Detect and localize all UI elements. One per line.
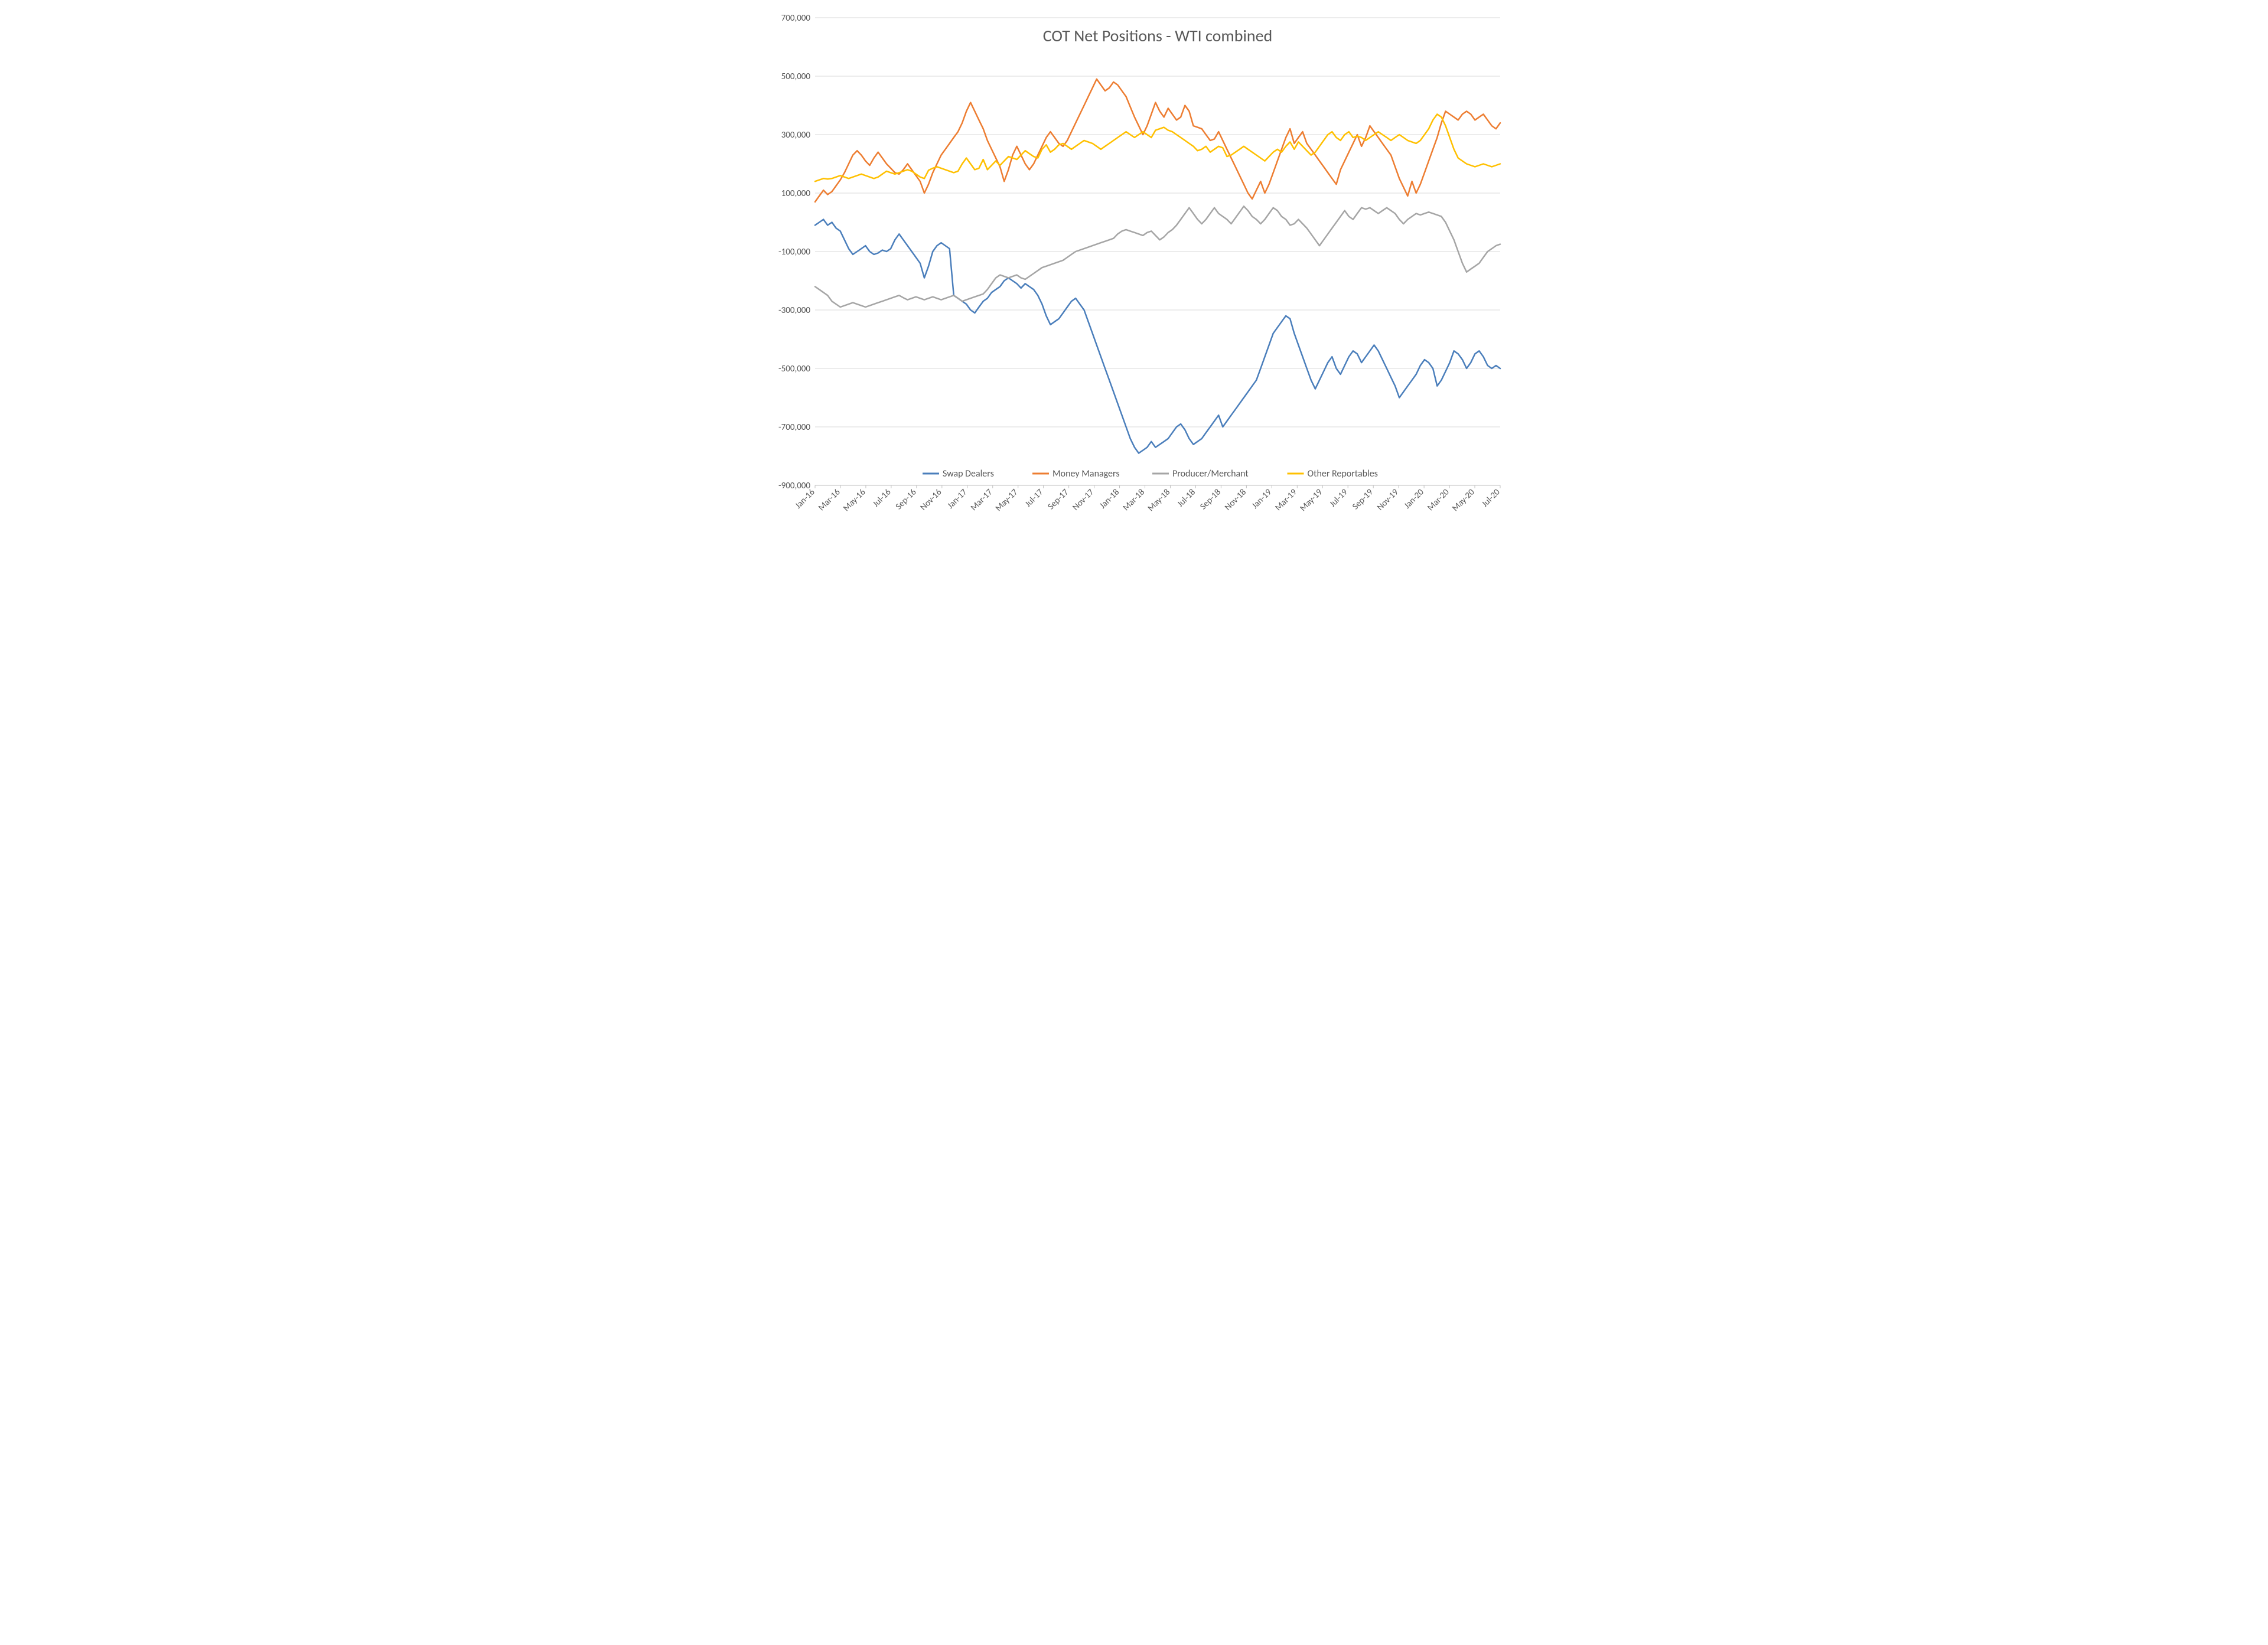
y-tick-label: -100,000	[778, 247, 810, 257]
x-tick-label: Nov-17	[1070, 487, 1096, 513]
chart-title: COT Net Positions - WTI combined	[1043, 25, 1273, 46]
legend-label: Producer/Merchant	[1172, 468, 1249, 479]
x-tick-label: Jul-20	[1480, 487, 1502, 510]
y-tick-label: -900,000	[778, 481, 810, 491]
x-tick-label: Jul-19	[1328, 487, 1350, 510]
x-tick-label: May-20	[1450, 487, 1477, 514]
x-tick-label: Sep-16	[894, 487, 919, 513]
legend-item: Producer/Merchant	[1152, 468, 1249, 479]
x-tick-label: Mar-16	[816, 487, 843, 514]
x-tick-label: Jan-20	[1402, 487, 1426, 511]
chart-svg: -900,000 -700,000 -500,000 -300,000 -100,000…	[756, 0, 1512, 549]
x-axis-ticks: Jan-16Mar-16May-16Jul-16Sep-16Nov-16Jan-…	[793, 485, 1503, 514]
x-tick-label: Mar-18	[1121, 487, 1147, 513]
y-axis-ticks: -900,000 -700,000 -500,000 -300,000 -100,000…	[778, 13, 810, 491]
x-tick-label: Jan-17	[946, 487, 970, 511]
x-tick-label: May-19	[1298, 487, 1325, 514]
y-tick-label: 100,000	[781, 188, 811, 199]
series-group	[815, 79, 1500, 453]
y-tick-label: 300,000	[781, 130, 811, 141]
x-tick-label: Sep-17	[1046, 487, 1071, 513]
x-tick-label: May-17	[993, 487, 1021, 514]
legend-label: Other Reportables	[1308, 468, 1378, 479]
legend-label: Swap Dealers	[943, 468, 994, 479]
x-tick-label: May-16	[841, 487, 868, 514]
x-tick-label: Nov-18	[1223, 487, 1249, 513]
legend-item: Swap Dealers	[923, 468, 994, 479]
x-tick-label: Nov-16	[918, 487, 944, 513]
chart-container: -900,000 -700,000 -500,000 -300,000 -100,000…	[756, 0, 1512, 549]
legend: Swap Dealers Money Managers Producer/Merch…	[923, 468, 1378, 479]
x-tick-label: Jul-17	[1023, 487, 1045, 510]
y-tick-label: -500,000	[778, 364, 810, 374]
x-tick-label: Jul-16	[871, 487, 893, 510]
series-swap-dealers	[815, 220, 1500, 453]
x-tick-label: Nov-19	[1375, 487, 1401, 513]
x-tick-label: Mar-19	[1273, 487, 1300, 514]
series-money-managers	[815, 79, 1500, 202]
legend-label: Money Managers	[1052, 468, 1120, 479]
y-tick-label: 500,000	[781, 71, 811, 82]
y-tick-label: -700,000	[778, 422, 810, 433]
x-tick-label: May-18	[1146, 487, 1172, 514]
y-tick-label: 700,000	[781, 13, 811, 24]
gridlines	[815, 18, 1500, 485]
x-tick-label: Sep-18	[1198, 487, 1223, 512]
x-tick-label: Jan-18	[1097, 487, 1122, 511]
legend-item: Other Reportables	[1288, 468, 1378, 479]
x-tick-label: Mar-20	[1425, 487, 1452, 514]
y-tick-label: -300,000	[778, 305, 810, 316]
legend-item: Money Managers	[1032, 468, 1120, 479]
x-tick-label: Sep-19	[1350, 487, 1376, 513]
x-tick-label: Jan-19	[1250, 487, 1274, 511]
x-tick-label: Jul-18	[1175, 487, 1198, 510]
x-tick-label: Mar-17	[969, 487, 995, 514]
series-producer-merchant	[815, 206, 1500, 307]
